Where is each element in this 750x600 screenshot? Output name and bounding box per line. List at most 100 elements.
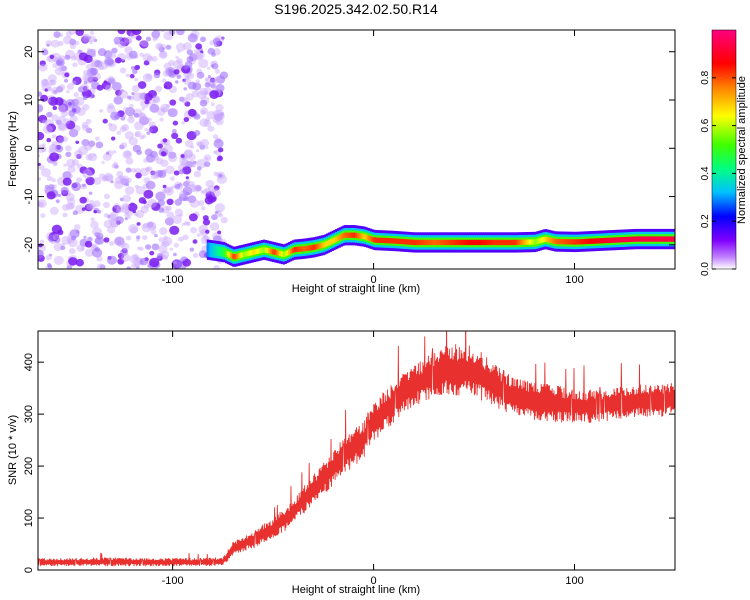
heatmap-signal-cell bbox=[364, 234, 367, 240]
heatmap-signal-cell bbox=[523, 239, 526, 245]
heatmap-signal-cell bbox=[516, 239, 519, 246]
heatmap-signal-cell bbox=[282, 251, 285, 258]
heatmap-noise-cell bbox=[149, 159, 153, 163]
heatmap-signal-cell bbox=[449, 239, 452, 246]
heatmap-noise-cell bbox=[169, 186, 173, 190]
heatmap-noise-cell bbox=[213, 171, 219, 177]
colorbar-tick-label: 0.0 bbox=[700, 262, 711, 276]
heatmap-signal-cell bbox=[561, 238, 564, 245]
heatmap-noise-cell bbox=[157, 44, 163, 49]
heatmap-noise-cell bbox=[111, 81, 122, 91]
heatmap-noise-cell bbox=[68, 128, 79, 138]
snr-panel: -100 0 100 0 100 200 300 400 Height of straigh… bbox=[7, 330, 676, 596]
heatmap-noise-cell bbox=[215, 117, 224, 126]
heatmap-noise-cell bbox=[165, 44, 172, 50]
heatmap-noise-cell bbox=[39, 239, 45, 244]
heatmap-noise-cell bbox=[209, 77, 216, 83]
heatmap-noise-cell bbox=[105, 174, 114, 182]
heatmap-noise-cell bbox=[214, 109, 225, 120]
heatmap-noise-cell bbox=[124, 217, 128, 221]
snr-y-tick-label: 200 bbox=[23, 457, 35, 475]
heatmap-noise-cell bbox=[143, 203, 150, 209]
heatmap-signal-cell bbox=[510, 239, 513, 246]
heatmap-noise-cell bbox=[200, 50, 204, 54]
heatmap-signal-cell bbox=[248, 250, 251, 256]
heatmap-noise-cell bbox=[204, 77, 209, 82]
heatmap-noise-cell bbox=[57, 193, 62, 197]
heatmap-noise-cell bbox=[139, 40, 149, 49]
heatmap-noise-cell bbox=[217, 147, 224, 153]
heatmap-noise-cell bbox=[192, 51, 203, 61]
heatmap-noise-cell bbox=[142, 73, 153, 83]
heatmap-noise-cell bbox=[124, 186, 135, 195]
heatmap-noise-cell bbox=[129, 73, 135, 79]
heatmap-noise-cell bbox=[92, 227, 102, 237]
heatmap-noise-cell bbox=[149, 257, 160, 268]
heatmap-signal-cell bbox=[599, 238, 602, 244]
heatmap-noise-cell bbox=[173, 170, 180, 176]
heatmap-noise-cell bbox=[178, 193, 188, 202]
heatmap-noise-cell bbox=[134, 263, 141, 269]
heatmap-noise-cell bbox=[117, 258, 125, 265]
heatmap-noise-cell bbox=[84, 240, 93, 248]
heatmap-noise-cell bbox=[183, 180, 190, 188]
heatmap-noise-cell bbox=[192, 82, 202, 91]
heatmap-signal-cell bbox=[490, 239, 493, 246]
heatmap-noise-cell bbox=[103, 213, 109, 218]
heatmap-signal-cell bbox=[555, 238, 559, 245]
heatmap-noise-cell bbox=[183, 117, 190, 123]
heatmap-signal-cell bbox=[559, 238, 562, 245]
heatmap-noise-cell bbox=[127, 202, 138, 212]
spectrogram-x-tick-label: -100 bbox=[162, 274, 184, 286]
heatmap-noise-cell bbox=[76, 153, 82, 159]
heatmap-signal-cell bbox=[611, 237, 615, 243]
heatmap-signal-cell bbox=[648, 236, 651, 242]
heatmap-noise-cell bbox=[82, 124, 89, 131]
heatmap-noise-cell bbox=[115, 165, 119, 169]
heatmap-noise-cell bbox=[48, 144, 58, 153]
heatmap-signal-cell bbox=[602, 237, 606, 244]
heatmap-noise-cell bbox=[169, 247, 174, 251]
heatmap-signal-cell bbox=[244, 251, 247, 257]
heatmap-noise-cell bbox=[171, 132, 179, 140]
heatmap-signal-cell bbox=[535, 238, 539, 245]
heatmap-signal-cell bbox=[420, 239, 423, 246]
heatmap-noise-cell bbox=[210, 83, 216, 89]
heatmap-signal-cell bbox=[347, 232, 351, 238]
heatmap-noise-cell bbox=[52, 105, 58, 111]
heatmap-noise-cell bbox=[205, 179, 215, 188]
heatmap-signal-cell bbox=[371, 236, 374, 242]
heatmap-signal-cell bbox=[488, 239, 492, 246]
heatmap-noise-cell bbox=[203, 91, 209, 96]
heatmap-noise-cell bbox=[160, 30, 166, 33]
heatmap-signal-cell bbox=[619, 237, 622, 243]
heatmap-noise-cell bbox=[157, 143, 163, 149]
heatmap-noise-cell bbox=[113, 161, 119, 167]
heatmap-noise-cell bbox=[102, 174, 109, 182]
heatmap-noise-cell bbox=[108, 123, 118, 132]
heatmap-noise-cell bbox=[154, 234, 158, 238]
heatmap-noise-cell bbox=[132, 69, 138, 75]
heatmap-noise-cell bbox=[86, 203, 95, 211]
heatmap-noise-cell bbox=[199, 87, 209, 96]
heatmap-noise-cell bbox=[188, 184, 197, 192]
heatmap-signal-cell bbox=[250, 250, 253, 256]
heatmap-signal-cell bbox=[324, 241, 327, 248]
heatmap-noise-cell bbox=[123, 150, 132, 158]
heatmap-noise-cell bbox=[207, 125, 215, 132]
heatmap-noise-cell bbox=[134, 132, 140, 137]
heatmap-noise-cell bbox=[175, 137, 183, 144]
heatmap-noise-cell bbox=[51, 178, 56, 183]
heatmap-signal-cell bbox=[268, 248, 271, 254]
heatmap-noise-cell bbox=[89, 203, 96, 209]
heatmap-signal-cell bbox=[470, 239, 474, 246]
heatmap-noise-cell bbox=[215, 104, 224, 112]
heatmap-signal-cell bbox=[436, 239, 439, 246]
heatmap-noise-cell bbox=[175, 55, 179, 60]
spectrogram-y-tick-label: 20 bbox=[23, 46, 35, 58]
heatmap-noise-cell bbox=[177, 50, 181, 54]
heatmap-signal-cell bbox=[620, 237, 624, 243]
heatmap-noise-cell bbox=[80, 33, 92, 43]
heatmap-noise-cell bbox=[51, 224, 63, 234]
heatmap-noise-cell bbox=[65, 98, 76, 108]
